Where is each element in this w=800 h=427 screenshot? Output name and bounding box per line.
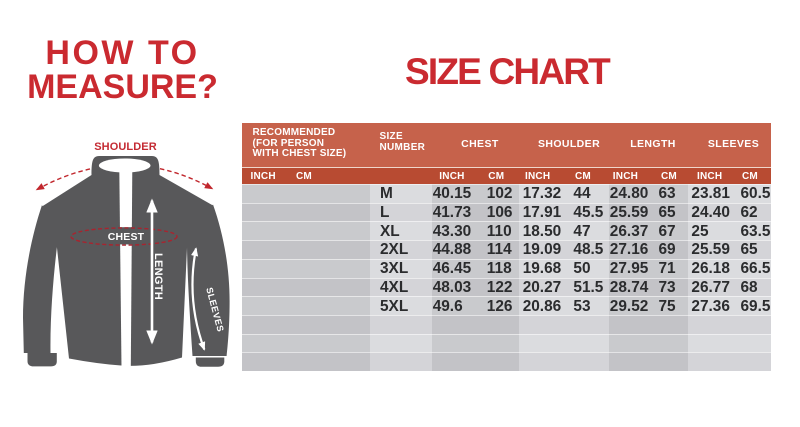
svg-text:SHOULDER: SHOULDER [94, 141, 157, 153]
svg-text:CHEST: CHEST [108, 231, 145, 243]
svg-text:LENGTH: LENGTH [152, 253, 164, 300]
